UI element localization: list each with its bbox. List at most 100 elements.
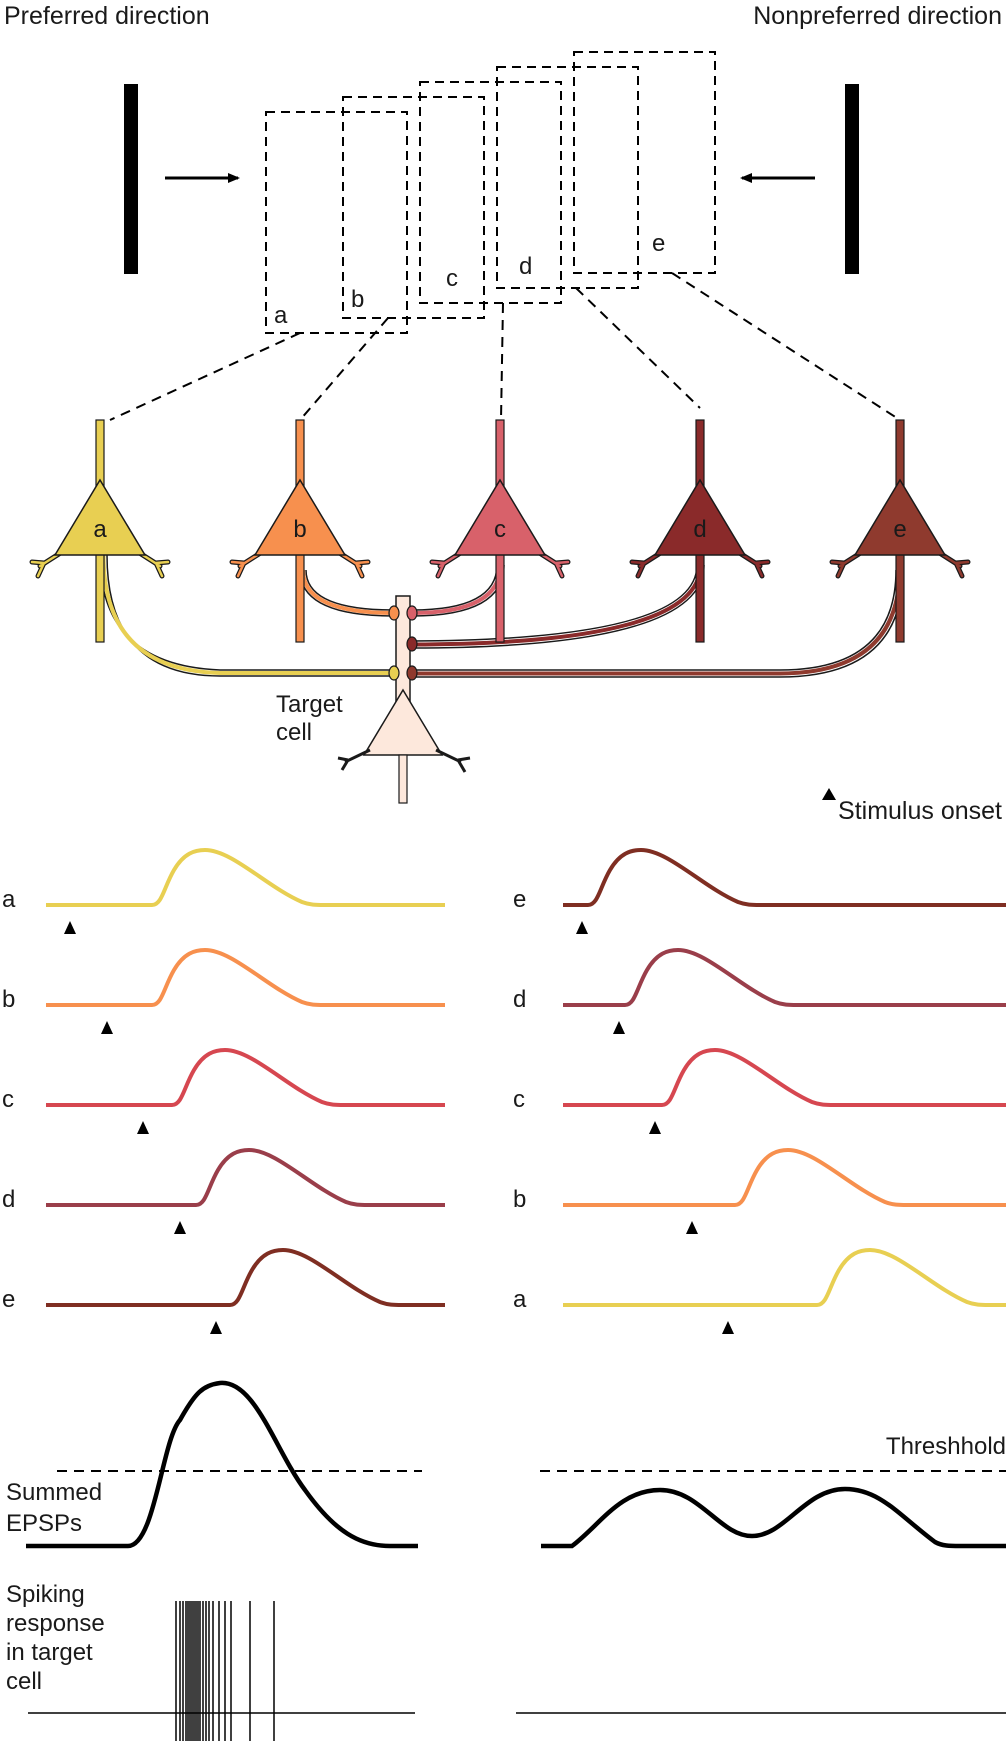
receptive-field-a — [265, 111, 408, 334]
axon-e — [412, 569, 897, 671]
rf-label-c: c — [446, 265, 458, 292]
moving-bar-left — [124, 84, 138, 274]
stimulus-onset-marker-icon — [722, 1321, 734, 1334]
neuron-e: e — [829, 419, 971, 643]
epsp-curve — [563, 1147, 1006, 1207]
spiking-label-line4: cell — [6, 1668, 42, 1695]
neuron-d: d — [629, 419, 771, 643]
stimulus-onset-marker-icon — [101, 1021, 113, 1034]
projection-lines — [109, 272, 901, 421]
summed-epsps: Summed EPSPs Threshhold — [6, 1380, 1006, 1549]
epsp-label-right-e: e — [513, 886, 526, 913]
moving-bar-right — [845, 84, 859, 274]
epsp-trace-preferred-b: b — [2, 947, 445, 1034]
synapses — [388, 605, 418, 681]
nonpreferred-direction-title: Nonpreferred direction — [753, 2, 1002, 30]
threshold-label: Threshhold — [886, 1433, 1006, 1460]
epsp-trace-nonpreferred-b: b — [513, 1147, 1006, 1234]
epsp-label-right-a: a — [513, 1286, 527, 1313]
stimulus-onset-marker-icon — [210, 1321, 222, 1334]
summed-epsps-label-line1: Summed — [6, 1479, 102, 1506]
target-cell-label-line1: Target — [276, 691, 343, 718]
epsp-label-left-a: a — [2, 886, 16, 913]
spiking-label-line2: response — [6, 1610, 105, 1637]
receptive-fields: a b c d e — [265, 51, 716, 334]
neuron-label-e: e — [893, 516, 906, 543]
projection-line-d — [575, 287, 701, 409]
epsp-label-right-b: b — [513, 1186, 526, 1213]
neuron-a: a — [29, 419, 171, 643]
epsp-label-right-c: c — [513, 1086, 525, 1113]
stimulus-onset-marker-icon — [576, 921, 588, 934]
stimulus-onset-marker-icon — [137, 1121, 149, 1134]
summed-epsps-label-line2: EPSPs — [6, 1510, 82, 1537]
summed-epsp-preferred — [26, 1380, 418, 1549]
epsp-curve — [563, 1047, 1006, 1107]
projection-line-e — [671, 272, 901, 421]
projection-line-c — [500, 302, 504, 421]
epsp-label-left-c: c — [2, 1086, 14, 1113]
preferred-direction-title: Preferred direction — [4, 2, 210, 30]
epsp-curve — [46, 947, 445, 1007]
receptive-field-c — [419, 81, 562, 304]
rf-label-d: d — [519, 253, 532, 280]
epsp-trace-preferred-a: a — [2, 847, 445, 934]
epsp-trace-preferred-e: e — [2, 1247, 445, 1334]
stimulus-onset-marker-icon — [174, 1221, 186, 1234]
epsp-curve — [46, 1147, 445, 1207]
axon-e-inner — [412, 569, 904, 678]
stimulus-onset-label: Stimulus onset — [838, 797, 1002, 825]
projection-line-b — [299, 317, 389, 421]
rf-label-e: e — [652, 230, 665, 257]
axon-c — [411, 564, 498, 611]
epsp-trace-preferred-c: c — [2, 1047, 445, 1134]
epsp-traces: a b c d e e d c b a — [2, 847, 1006, 1334]
target-cell-soma — [362, 688, 444, 756]
epsp-curve — [46, 1247, 445, 1307]
stimulus-onset-marker-icon — [64, 921, 76, 934]
epsp-curve — [46, 847, 445, 907]
neuron-label-c: c — [494, 516, 506, 543]
epsp-curve — [563, 847, 1006, 907]
epsp-label-left-d: d — [2, 1186, 15, 1213]
rf-label-a: a — [274, 302, 288, 329]
spiking-label-line3: in target — [6, 1639, 93, 1666]
neuron-label-a: a — [93, 516, 107, 543]
summed-epsp-nonpreferred — [541, 1486, 1006, 1549]
target-cell-label-line2: cell — [276, 719, 312, 746]
epsp-trace-nonpreferred-d: d — [513, 947, 1006, 1034]
epsp-trace-nonpreferred-a: a — [513, 1247, 1006, 1334]
axon-d — [411, 564, 698, 642]
stimulus-onset-marker-icon — [613, 1021, 625, 1034]
synapse-d — [406, 636, 418, 652]
epsp-curve — [563, 947, 1006, 1007]
epsp-curve — [46, 1047, 445, 1107]
neuron-c: c — [429, 419, 571, 643]
target-cell-axon — [398, 754, 408, 804]
epsp-label-left-e: e — [2, 1286, 15, 1313]
projection-line-a — [109, 332, 301, 421]
spike-raster — [175, 1601, 275, 1741]
spiking-label-line1: Spiking — [6, 1581, 85, 1608]
epsp-trace-nonpreferred-e: e — [513, 847, 1006, 934]
neuron-label-d: d — [693, 516, 706, 543]
synapse-e — [406, 665, 418, 681]
synapse-a — [388, 665, 400, 681]
receptive-field-b — [342, 96, 485, 319]
neuron-b: b — [229, 419, 371, 643]
epsp-curve — [563, 1247, 1006, 1307]
spiking-response: Spiking response in target cell — [6, 1581, 1006, 1741]
rf-label-b: b — [351, 286, 364, 313]
stimulus-onset-marker-icon — [649, 1121, 661, 1134]
synapse-c — [406, 605, 418, 621]
target-cell: Target cell — [276, 595, 471, 804]
epsp-label-right-d: d — [513, 986, 526, 1013]
epsp-label-left-b: b — [2, 986, 15, 1013]
epsp-trace-nonpreferred-c: c — [513, 1047, 1006, 1134]
stimulus-onset-legend-icon — [822, 788, 836, 800]
axon-b-inner — [305, 569, 395, 611]
neuron-label-b: b — [293, 516, 306, 543]
receptive-field-e — [573, 51, 716, 274]
neurons: a b c d e — [29, 419, 971, 643]
